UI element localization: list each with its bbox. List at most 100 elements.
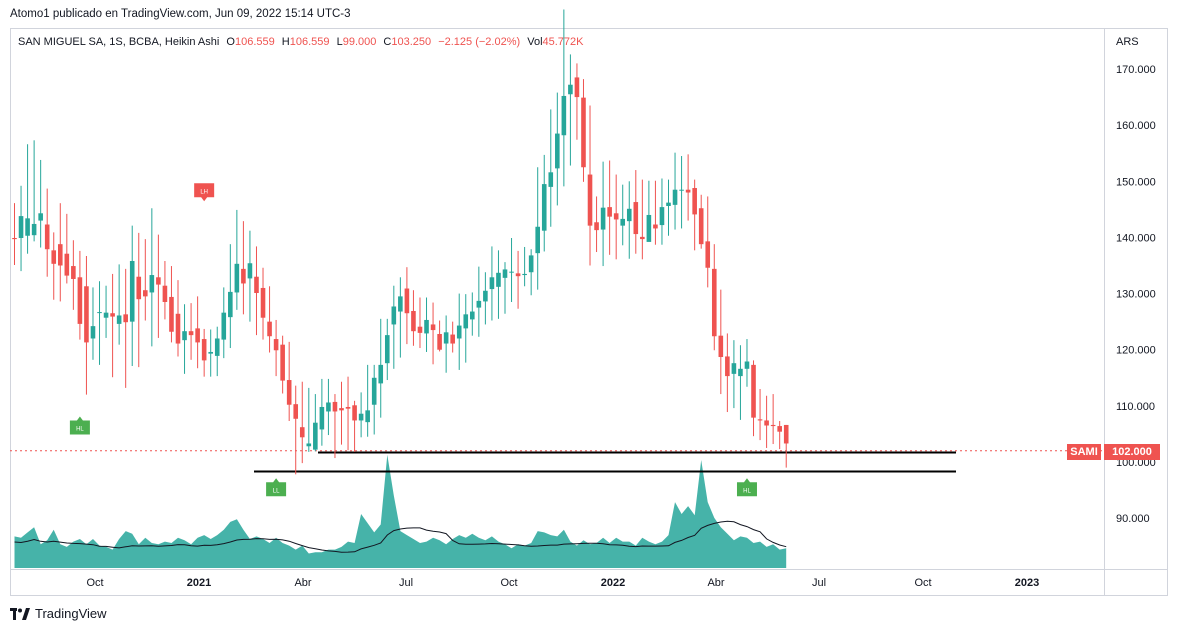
candle-body — [332, 401, 338, 412]
candle-body — [260, 287, 266, 318]
x-tick-label: Jul — [812, 577, 826, 589]
volume-ma-line — [14, 520, 787, 553]
candle-body — [143, 290, 148, 297]
candle-body — [705, 241, 711, 268]
candle-body — [97, 312, 102, 314]
candle-body — [653, 224, 658, 229]
x-tick-label: 2021 — [187, 577, 211, 589]
pivot-label-ll: LL — [266, 478, 287, 497]
candle-body — [489, 277, 495, 290]
candle-body — [299, 427, 305, 438]
candle-body — [129, 261, 135, 322]
candle-body — [352, 405, 357, 421]
candle-body — [777, 426, 782, 432]
tradingview-logo-icon — [10, 607, 30, 620]
x-tick-label: Oct — [500, 577, 517, 589]
candle-body — [528, 255, 534, 273]
x-tick-label: Oct — [914, 577, 931, 589]
candle-body — [345, 406, 351, 409]
candle-body — [417, 326, 423, 333]
candle-body — [384, 335, 390, 364]
candle-body — [613, 213, 619, 220]
legend-low: L99.000 — [336, 36, 377, 48]
candle-body — [437, 333, 442, 350]
x-tick-label: 2022 — [601, 577, 625, 589]
legend-title: SAN MIGUEL SA, 1S, BCBA, Heikin Ashi — [18, 36, 220, 48]
candle-body — [561, 95, 567, 136]
candle-body — [234, 263, 240, 293]
candle-body — [770, 424, 776, 427]
svg-text:LH: LH — [200, 189, 208, 195]
candle-body — [450, 334, 455, 344]
candle-body — [25, 218, 30, 236]
candle-body — [757, 419, 763, 421]
candle-body — [267, 321, 272, 337]
time-scale-border — [10, 569, 1168, 570]
candle-body — [456, 325, 462, 339]
y-tick-label: 140.000 — [1116, 232, 1156, 244]
candle-body — [659, 207, 665, 226]
candle-body — [90, 326, 96, 339]
candle-body — [443, 332, 449, 344]
chart-legend: SAN MIGUEL SA, 1S, BCBA, Heikin Ashi O10… — [18, 36, 588, 48]
candle-body — [313, 422, 318, 450]
candle-body — [162, 285, 168, 302]
x-tick-label: Abr — [707, 577, 724, 589]
y-tick-label: 130.000 — [1116, 289, 1156, 301]
publish-caption: Atomo1 publicado en TradingView.com, Jun… — [10, 8, 351, 20]
candle-body — [600, 207, 606, 230]
candle-body — [640, 236, 645, 240]
candle-body — [574, 77, 580, 98]
svg-text:HL: HL — [76, 427, 84, 433]
candle-body — [201, 339, 207, 361]
candle-body — [646, 214, 652, 242]
price-scale-border — [1104, 28, 1105, 596]
legend-volume: Vol45.772K — [527, 36, 584, 48]
candle-body — [424, 319, 429, 334]
candle-body — [306, 443, 312, 447]
x-tick-label: Jul — [399, 577, 413, 589]
candle-body — [319, 406, 325, 430]
candle-body — [731, 363, 737, 374]
candle-body — [626, 208, 632, 222]
candle-body — [195, 328, 200, 343]
y-tick-label: 170.000 — [1116, 64, 1156, 76]
legend-high: H106.559 — [281, 36, 330, 48]
candle-body — [358, 413, 364, 421]
candle-body — [404, 288, 410, 314]
y-tick-label: 160.000 — [1116, 120, 1156, 132]
candle-body — [280, 344, 285, 381]
candle-body — [555, 133, 560, 169]
y-tick-label: 100.000 — [1116, 457, 1156, 469]
candle-body — [110, 313, 115, 317]
candle-body — [587, 174, 593, 226]
candle-body — [44, 224, 50, 250]
pivot-label-hl: HL — [69, 416, 90, 435]
candle-body — [84, 286, 89, 343]
candle-body — [254, 276, 259, 294]
legend-change: −2.125 (−2.02%) — [438, 36, 521, 48]
candle-body — [273, 339, 279, 351]
footer-brand-text: TradingView — [35, 606, 107, 621]
candle-body — [12, 237, 17, 240]
candle-body — [783, 424, 789, 444]
pivot-label-lh: LH — [194, 183, 215, 202]
candle-body — [71, 266, 76, 279]
candle-body — [685, 189, 691, 193]
candle-body — [620, 218, 626, 226]
candle-body — [633, 202, 639, 235]
candle-body — [116, 315, 122, 324]
candle-body — [391, 306, 397, 325]
candle-body — [496, 272, 501, 287]
x-tick-label: Abr — [294, 577, 311, 589]
svg-text:LL: LL — [273, 488, 280, 494]
candle-body — [751, 364, 756, 418]
candle-body — [764, 420, 769, 426]
candle-body — [214, 338, 220, 356]
candle-body — [175, 313, 181, 344]
legend-close: C103.250 — [383, 36, 432, 48]
candle-body — [692, 188, 697, 215]
candle-body — [293, 404, 299, 419]
candle-body — [607, 207, 612, 217]
candle-body — [228, 291, 233, 318]
